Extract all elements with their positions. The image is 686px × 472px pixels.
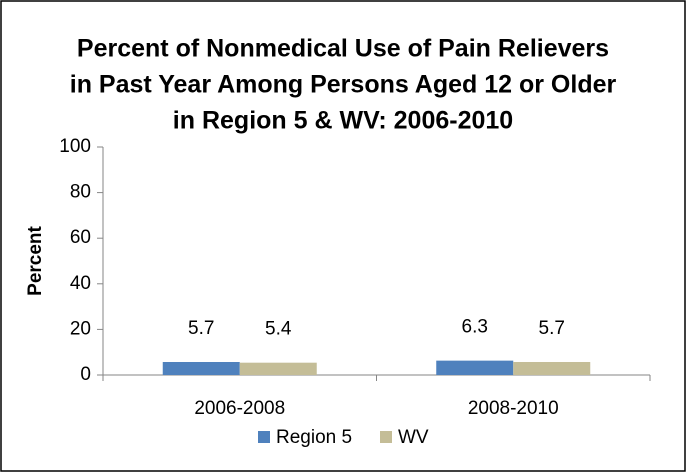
bar xyxy=(239,362,317,375)
data-label: 5.4 xyxy=(265,319,292,340)
chart-title: Percent of Nonmedical Use of Pain Reliev… xyxy=(77,35,609,63)
legend-label: Region 5 xyxy=(276,427,352,448)
x-tick-label: 2006-2008 xyxy=(194,398,285,419)
data-label: 5.7 xyxy=(188,318,214,339)
data-label: 6.3 xyxy=(462,317,488,338)
legend-swatch xyxy=(380,431,392,443)
y-tick-label: 100 xyxy=(59,136,91,157)
x-tick-label: 2008-2010 xyxy=(468,398,559,419)
legend-label: WV xyxy=(398,427,429,448)
bar xyxy=(513,362,591,375)
bar xyxy=(162,362,240,375)
y-tick-label: 80 xyxy=(70,182,91,203)
legend-swatch xyxy=(258,431,270,443)
y-tick-label: 20 xyxy=(70,318,91,339)
chart-title: in Region 5 & WV: 2006-2010 xyxy=(173,107,513,135)
y-axis-label: Percent xyxy=(25,225,46,295)
data-label: 5.7 xyxy=(539,318,565,339)
chart-title: in Past Year Among Persons Aged 12 or Ol… xyxy=(70,71,617,99)
y-tick-label: 60 xyxy=(70,227,91,248)
bar xyxy=(436,360,514,375)
y-tick-label: 40 xyxy=(70,273,91,294)
y-tick-label: 0 xyxy=(80,364,91,385)
